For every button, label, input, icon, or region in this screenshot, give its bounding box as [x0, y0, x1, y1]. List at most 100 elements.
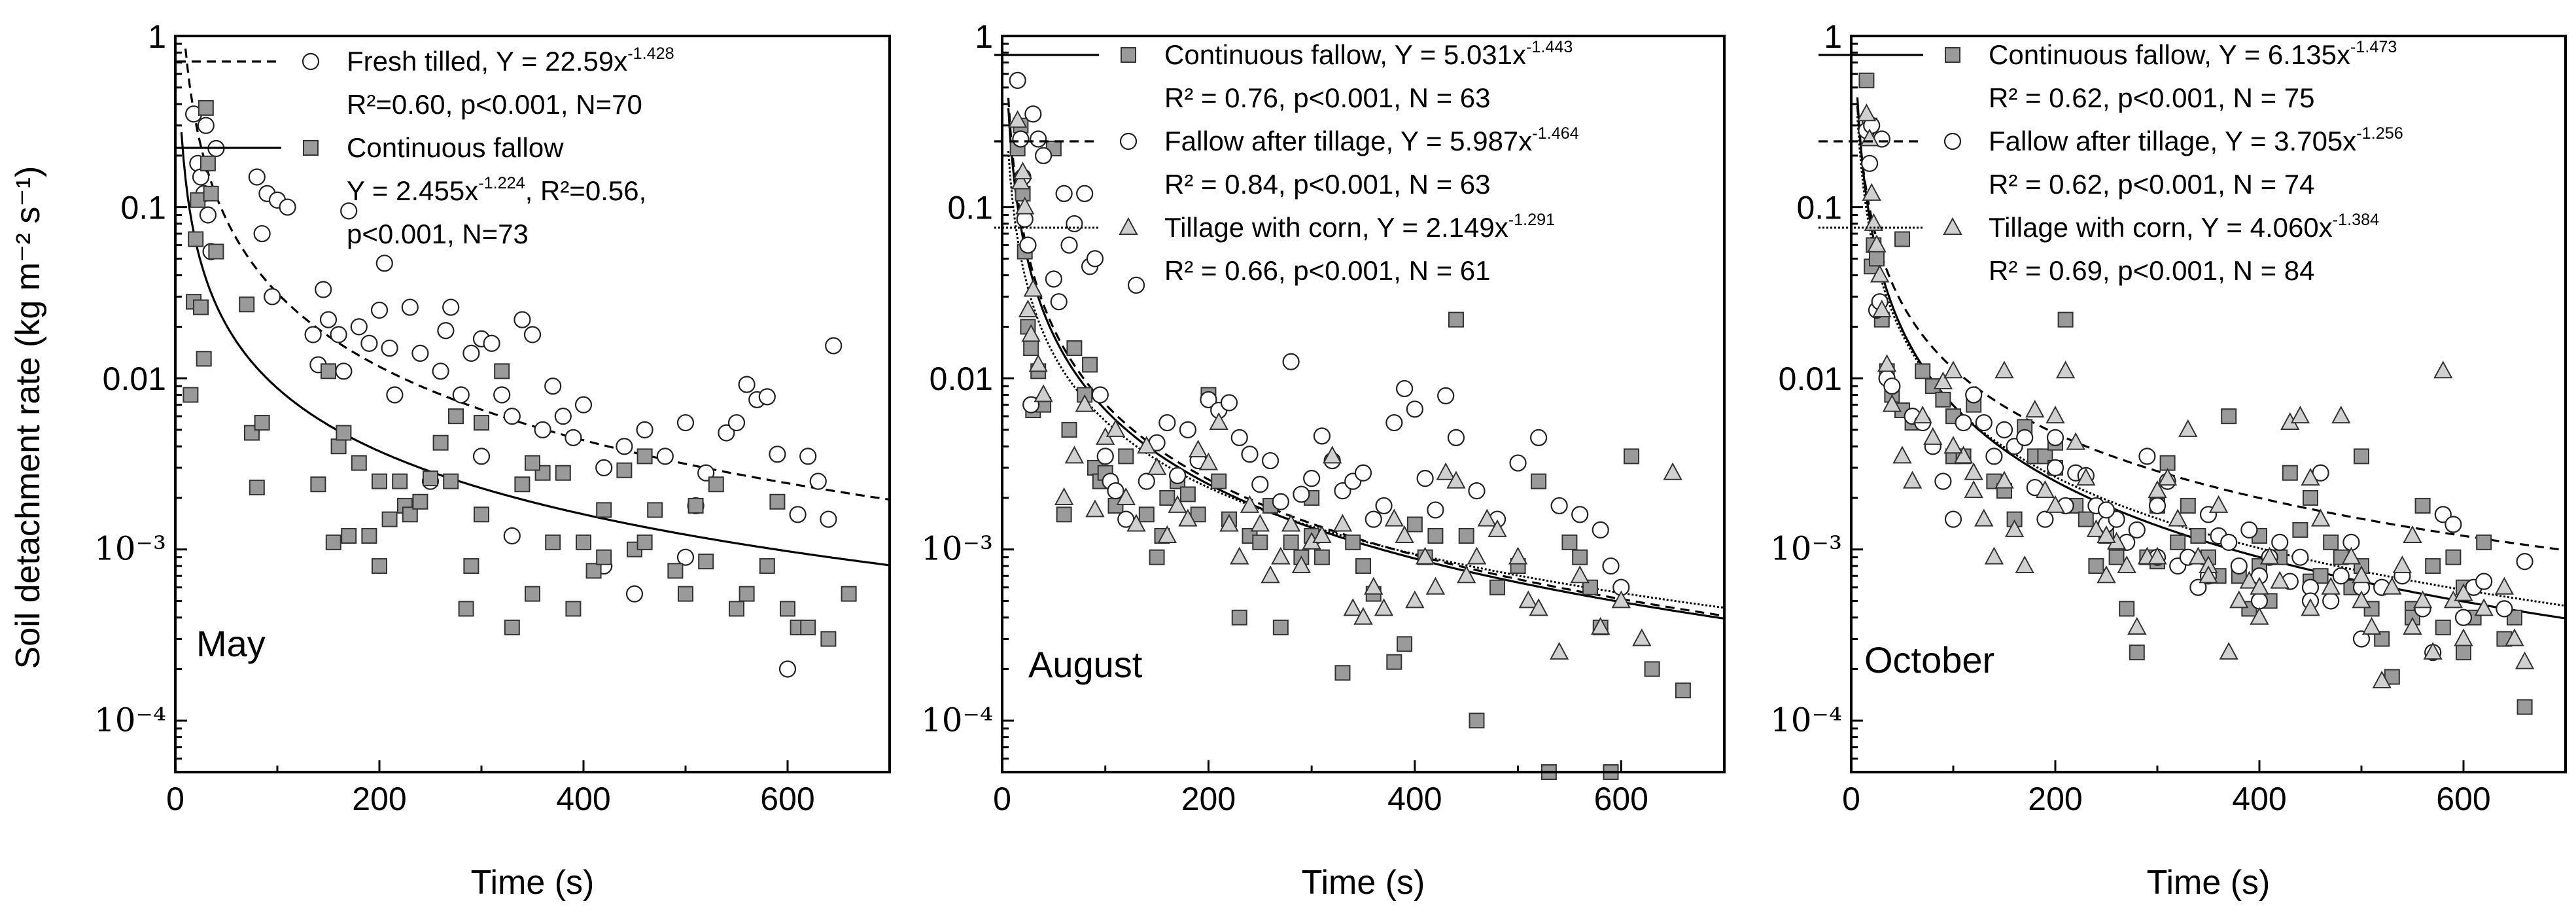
x-tick-label: 200 — [2028, 781, 2082, 817]
data-point — [698, 554, 714, 570]
data-point — [739, 586, 755, 602]
data-point — [351, 455, 367, 471]
data-point — [595, 459, 613, 476]
data-points — [183, 99, 857, 678]
data-point — [1240, 495, 1260, 513]
data-point — [1477, 508, 1497, 527]
data-point — [254, 415, 270, 431]
data-point — [1190, 506, 1206, 523]
data-point — [2168, 508, 2187, 527]
data-point — [1251, 476, 1269, 493]
data-point — [565, 601, 582, 617]
data-point — [1489, 579, 1506, 595]
data-point — [2382, 576, 2402, 595]
data-point — [340, 202, 358, 220]
data-point — [1138, 472, 1155, 490]
data-point — [2180, 497, 2196, 514]
data-point — [625, 585, 644, 603]
data-point — [248, 168, 266, 186]
data-point — [523, 326, 542, 344]
data-point — [198, 99, 214, 116]
data-point — [616, 462, 633, 478]
data-point — [2045, 495, 2065, 513]
data-point — [2454, 609, 2473, 626]
data-point — [2361, 616, 2382, 635]
data-point — [1365, 510, 1382, 528]
data-point — [2445, 516, 2462, 533]
legend-text: Continuous fallow, Y = 5.031x-1.443 — [1164, 38, 1573, 70]
data-point — [2088, 558, 2104, 574]
data-point — [443, 473, 459, 489]
data-point — [1303, 470, 1321, 487]
data-point — [769, 446, 786, 463]
legend-text: R² = 0.76, p<0.001, N = 63 — [1164, 82, 1491, 113]
data-point — [738, 376, 756, 393]
data-point — [2496, 600, 2513, 618]
data-point — [2230, 557, 2248, 575]
data-point — [341, 527, 357, 544]
data-point — [2208, 495, 2229, 513]
data-point — [1091, 386, 1109, 404]
data-point — [1345, 534, 1361, 550]
data-point — [1085, 499, 1105, 518]
data-point — [1271, 546, 1291, 565]
data-point — [1076, 185, 1094, 202]
panel-label: August — [1028, 644, 1143, 685]
data-point — [2097, 501, 2115, 519]
data-point — [1458, 527, 1474, 544]
data-point — [1894, 231, 1910, 247]
data-point — [758, 388, 776, 406]
data-point — [574, 396, 593, 414]
data-point — [1374, 598, 1394, 616]
data-point — [1883, 377, 1901, 395]
data-point — [432, 362, 449, 380]
data-point — [503, 408, 521, 425]
data-point — [1313, 427, 1331, 445]
x-tick-label: 400 — [1387, 781, 1442, 817]
x-axis-label: Time (s) — [1302, 864, 1425, 902]
data-point — [2332, 567, 2350, 585]
data-point — [1179, 421, 1196, 438]
data-point — [2515, 651, 2535, 669]
data-point — [1364, 576, 1384, 595]
data-point — [2322, 592, 2340, 610]
legend-text: Continuous fallow — [347, 132, 564, 163]
data-point — [1211, 473, 1227, 489]
data-point — [1075, 394, 1094, 412]
x-tick-label: 600 — [1594, 781, 1648, 817]
data-point — [197, 116, 215, 134]
fit-lines — [1007, 97, 1725, 620]
data-point — [336, 425, 352, 441]
axis-ticks: 1 0.1 0.01 10⁻³ 10⁻⁴ 0 200 400 600 — [94, 18, 891, 817]
data-point — [442, 298, 460, 316]
data-point — [2190, 527, 2206, 544]
data-point — [249, 480, 265, 496]
data-point — [1571, 506, 1589, 523]
data-point — [1105, 419, 1126, 437]
data-point — [2425, 558, 2441, 574]
data-point — [1013, 162, 1033, 180]
data-point — [381, 339, 398, 357]
data-point — [1096, 448, 1114, 465]
data-point — [2004, 519, 2025, 537]
data-point — [1869, 251, 1885, 267]
data-point — [2291, 548, 2309, 566]
data-point — [1611, 590, 1631, 609]
data-point — [1933, 371, 1953, 389]
data-point — [1467, 546, 1487, 565]
data-point — [656, 448, 674, 465]
data-point — [1913, 406, 1932, 424]
y-tick-label: 10⁻³ — [94, 530, 166, 568]
data-point — [1395, 525, 1414, 543]
panel-label: October — [1864, 639, 1994, 680]
data-point — [1198, 452, 1219, 470]
data-point — [820, 631, 837, 647]
legend-text: R² = 0.69, p<0.001, N = 84 — [1989, 255, 2315, 286]
data-point — [780, 601, 795, 617]
data-point — [1060, 236, 1078, 254]
data-point — [1425, 576, 1446, 595]
data-point — [1231, 609, 1247, 626]
data-point — [392, 473, 408, 489]
data-point — [1436, 462, 1455, 480]
